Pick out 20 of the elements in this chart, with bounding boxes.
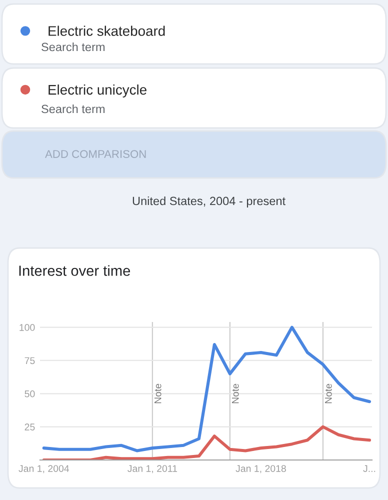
x-tick-label: Jan 1, 2011 [128, 465, 178, 474]
text: ADD COMPARISON [45, 150, 146, 158]
chart-title: Interest over time [19, 265, 130, 276]
ref-line-label: Note [154, 384, 162, 404]
y-tick-label: 100 [20, 324, 35, 331]
text: Search term [42, 104, 105, 114]
line-series [42, 425, 372, 460]
y-tick-label: 25 [24, 424, 35, 430]
ref-line-label: Note [232, 384, 239, 404]
text: Search term [42, 42, 105, 52]
ref-line-label: Note [325, 384, 332, 404]
y-tick-label: 75 [24, 357, 35, 364]
line-series [42, 326, 372, 452]
text: United States, 2004 - present [132, 196, 286, 208]
x-tick-label: Jan 1, 2018 [236, 465, 286, 474]
x-tick-label: J... [363, 465, 376, 472]
legend-label: Electric skateboard [48, 26, 165, 36]
y-tick-label: 50 [24, 390, 35, 398]
x-tick-label: Jan 1, 2004 [18, 465, 70, 474]
legend-label: Electric unicycle [48, 84, 146, 98]
